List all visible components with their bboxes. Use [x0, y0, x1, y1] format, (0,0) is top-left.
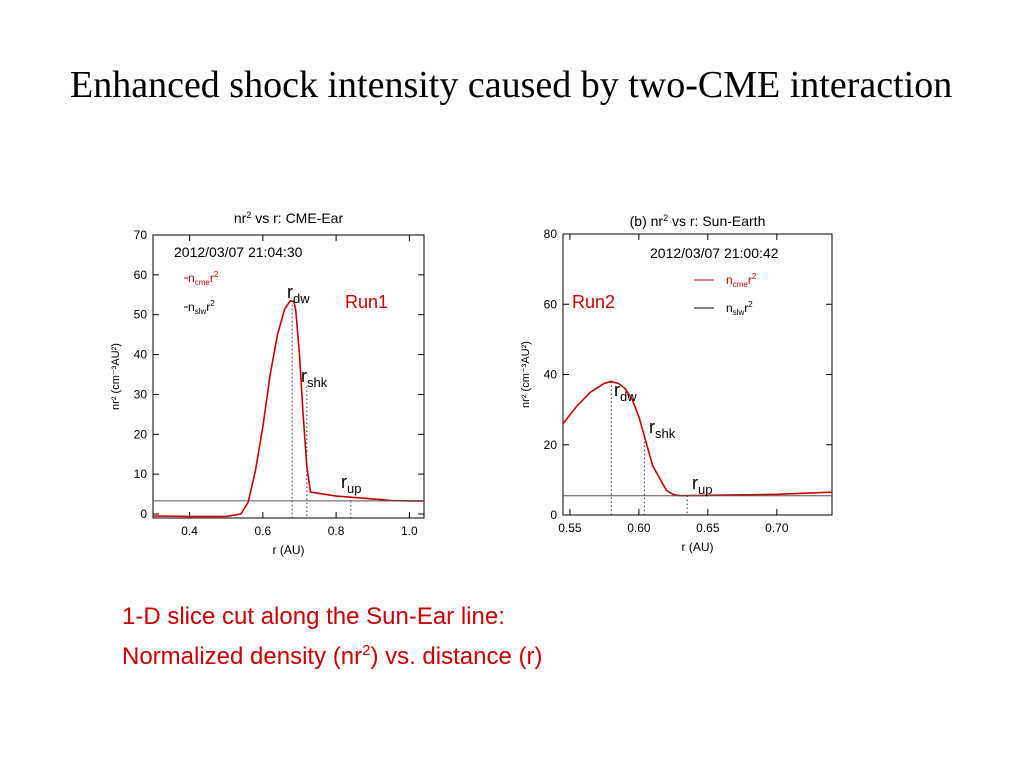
chart-title-sup: 2 — [246, 210, 251, 220]
plot-frame — [152, 234, 425, 519]
legend-entry-sup: 2 — [752, 272, 757, 281]
x-tick-label: 0.55 — [558, 521, 582, 535]
chart-timestamp: 2012/03/07 21:04:30 — [174, 244, 303, 260]
figure-caption: 1-D slice cut along the Sun-Ear line: No… — [122, 600, 842, 674]
legend-entry-sup: 2 — [210, 299, 215, 308]
series-line-ncme — [152, 299, 424, 518]
legend-entry-post: r — [210, 271, 214, 285]
run-label: Run1 — [345, 292, 388, 312]
marker-label-shk: rshk — [301, 366, 328, 390]
legend-entry-sub: cme — [195, 278, 211, 287]
y-tick-label: 60 — [134, 268, 148, 282]
y-tick-label: 0 — [550, 508, 557, 522]
marker-label-r: r — [692, 473, 698, 493]
caption-line-2: Normalized density (nr2) vs. distance (r… — [122, 634, 842, 674]
chart-title-part: vs r: CME-Ear — [251, 210, 343, 226]
legend-entry-sub: slw — [195, 307, 207, 316]
x-tick-label: 0.8 — [328, 524, 345, 538]
legend-entry-sup: 2 — [748, 300, 753, 309]
y-tick-label: 40 — [134, 348, 148, 362]
legend-entry-pre: n — [188, 271, 195, 285]
y-tick-label: 40 — [544, 368, 558, 382]
chart-title-part: (b) nr — [630, 213, 664, 229]
chart-title: (b) nr2 vs r: Sun-Earth — [630, 213, 766, 229]
x-axis-label: r (AU) — [273, 543, 305, 557]
x-tick-label: 0.4 — [181, 524, 198, 538]
marker-label-up: rup — [692, 473, 712, 497]
legend-entry-pre: n — [726, 273, 733, 287]
y-tick-label: 20 — [134, 427, 148, 441]
x-tick-label: 1.0 — [401, 524, 418, 538]
legend-entry-sub: slw — [733, 308, 745, 317]
y-tick-label: 10 — [134, 467, 148, 481]
legend-entry-pre: n — [726, 301, 733, 315]
chart-title: nr2 vs r: CME-Ear — [234, 210, 344, 226]
y-tick-label: 30 — [134, 387, 148, 401]
x-tick-label: 0.70 — [765, 521, 789, 535]
legend-entry: ncmer2 — [188, 270, 219, 287]
caption-line-2-pre: Normalized density (nr — [122, 643, 363, 670]
marker-label-r: r — [301, 366, 307, 386]
marker-label-sub: shk — [655, 426, 676, 441]
x-tick-label: 0.65 — [696, 521, 720, 535]
marker-label-sub: shk — [307, 375, 328, 390]
legend-entry: nslwr2 — [726, 300, 753, 317]
run-label: Run2 — [572, 292, 615, 312]
marker-label-sub: up — [347, 481, 361, 496]
legend-entry-pre: n — [188, 300, 195, 314]
y-tick-label: 20 — [544, 438, 558, 452]
marker-label-sub: dw — [620, 389, 637, 404]
y-axis-label: nr² (cm⁻³AU²) — [110, 343, 122, 410]
y-tick-label: 50 — [134, 308, 148, 322]
chart-title-sup: 2 — [663, 213, 668, 223]
legend-entry: nslwr2 — [188, 299, 215, 316]
legend-entry: ncmer2 — [726, 272, 757, 289]
y-axis-label: nr² (cm⁻³AU²) — [520, 341, 532, 408]
chart-timestamp: 2012/03/07 21:00:42 — [650, 245, 779, 261]
legend-entry-post: r — [744, 301, 748, 315]
marker-label-dw: rdw — [287, 282, 310, 306]
chart-title-part: nr — [234, 210, 247, 226]
marker-label-r: r — [341, 472, 347, 492]
marker-label-shk: rshk — [649, 417, 676, 441]
x-axis-label: r (AU) — [682, 540, 714, 554]
legend-entry-post: r — [206, 300, 210, 314]
y-tick-label: 0 — [140, 507, 147, 521]
legend-entry-post: r — [748, 273, 752, 287]
marker-label-r: r — [649, 417, 655, 437]
caption-line-2-post: ) vs. distance (r) — [370, 643, 543, 670]
x-tick-label: 0.60 — [627, 521, 651, 535]
caption-line-2-sup: 2 — [362, 642, 371, 659]
y-tick-label: 60 — [544, 297, 558, 311]
marker-label-sub: up — [698, 482, 712, 497]
y-tick-label: 70 — [134, 228, 148, 242]
legend-entry-sup: 2 — [214, 270, 219, 279]
x-tick-label: 0.6 — [255, 524, 272, 538]
chart-title-part: vs r: Sun-Earth — [668, 213, 765, 229]
marker-label-up: rup — [341, 472, 361, 496]
marker-label-r: r — [614, 380, 620, 400]
y-tick-label: 80 — [544, 227, 558, 241]
marker-label-dw: rdw — [614, 380, 637, 404]
marker-label-sub: dw — [293, 291, 310, 306]
legend-entry-sub: cme — [733, 280, 749, 289]
caption-line-1: 1-D slice cut along the Sun-Ear line: — [122, 603, 505, 630]
marker-label-r: r — [287, 282, 293, 302]
slide-title: Enhanced shock intensity caused by two-C… — [70, 64, 953, 106]
